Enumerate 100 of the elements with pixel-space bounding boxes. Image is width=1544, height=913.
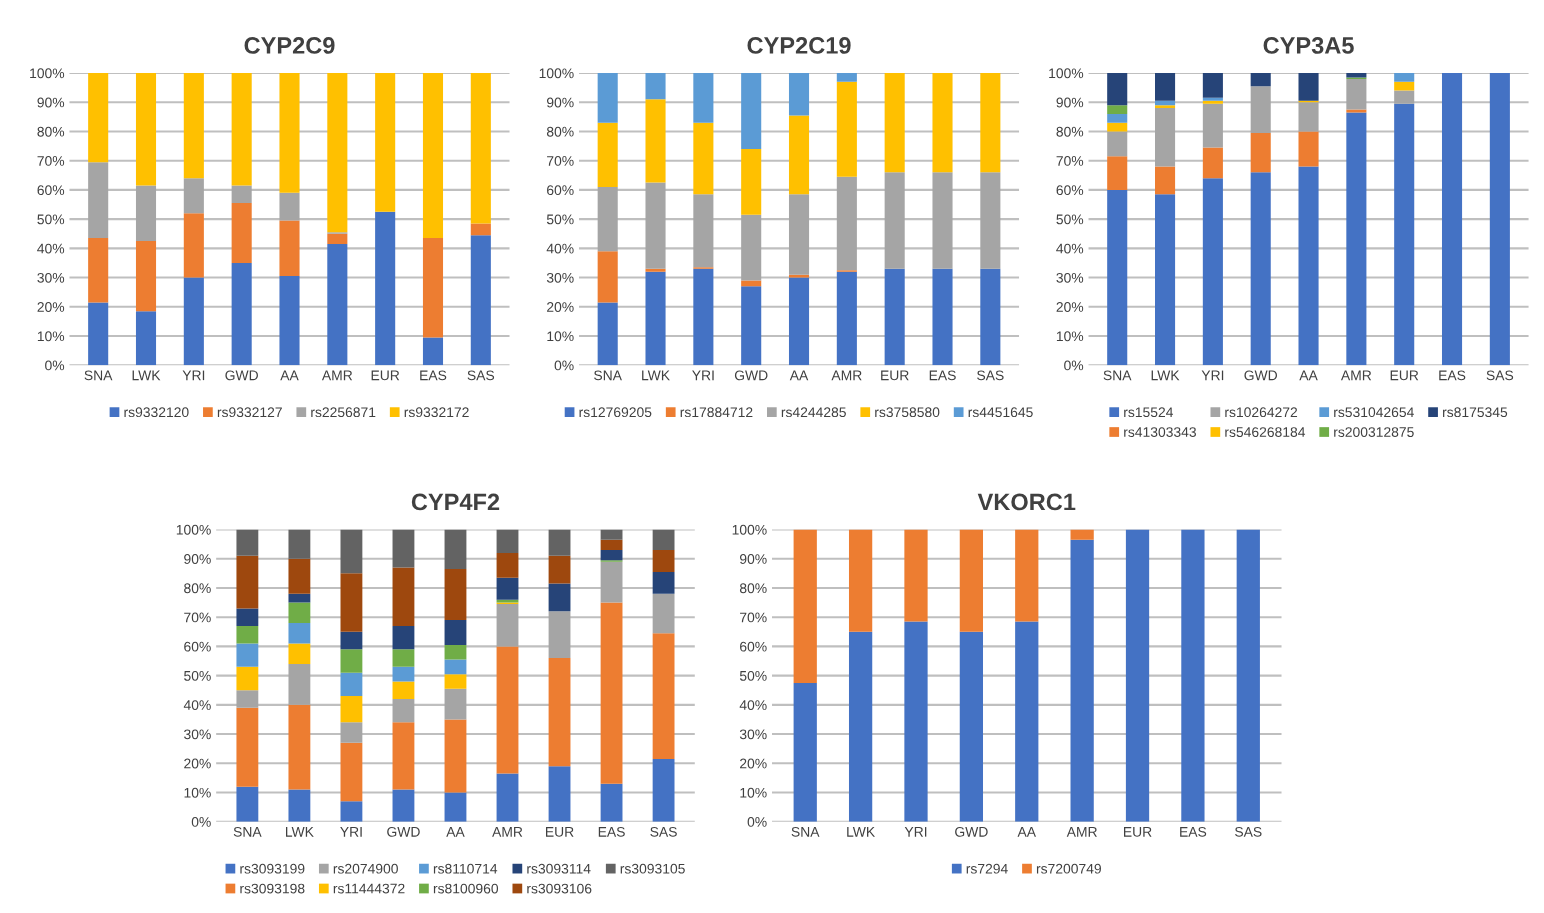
x-tick-label: SNA	[791, 826, 820, 837]
y-tick-label: 0%	[554, 360, 574, 371]
y-tick-label: 20%	[740, 758, 767, 769]
legend-label: rs2256871	[311, 407, 376, 418]
y-tick-label: 30%	[1056, 272, 1084, 283]
x-tick-label: EAS	[1180, 826, 1207, 837]
y-tick-label: 40%	[1056, 243, 1084, 254]
y-tick-label: 0%	[45, 360, 65, 371]
x-tick-label: AA	[1017, 827, 1036, 837]
y-tick-label: 50%	[184, 670, 211, 681]
legend-label: rs9332120	[124, 407, 189, 418]
y-tick-label: 50%	[739, 670, 767, 681]
x-tick-label: SNA	[594, 370, 622, 381]
y-tick-label: 50%	[37, 214, 65, 225]
y-tick-label: 10%	[1056, 331, 1084, 342]
legend-label: rs3093106	[527, 883, 592, 894]
x-tick-label: GWD	[955, 826, 988, 837]
legend-label: rs3758580	[875, 407, 940, 418]
x-tick-label: LWK	[132, 370, 161, 381]
legend-label: rs8175345	[1443, 407, 1508, 418]
legend-label: rs4451645	[968, 407, 1033, 418]
y-tick-label: 0%	[191, 817, 211, 827]
y-tick-label: 30%	[37, 272, 65, 283]
x-tick-label: EUR	[881, 370, 909, 381]
x-tick-label: GWD	[225, 370, 258, 381]
x-tick-label: SAS	[1235, 826, 1262, 837]
y-tick-label: 10%	[37, 331, 65, 342]
legend-label: rs9332127	[217, 407, 282, 418]
x-tick-label: LWK	[1151, 370, 1180, 381]
y-tick-label: 50%	[1056, 214, 1084, 225]
x-tick-label: YRI	[692, 370, 714, 381]
legend-label: rs7200749	[1036, 863, 1101, 874]
legend-label: rs11444372	[333, 883, 405, 894]
y-tick-label: 80%	[1056, 126, 1084, 137]
x-tick-label: EAS	[420, 370, 447, 381]
x-tick-label: AA	[446, 827, 465, 837]
y-tick-label: 70%	[37, 156, 65, 166]
x-tick-label: AA	[1299, 370, 1318, 381]
y-tick-label: 60%	[740, 641, 767, 652]
chart-title: CYP4F2	[411, 493, 500, 511]
y-tick-label: 100%	[732, 524, 767, 535]
x-tick-label: SAS	[977, 370, 1004, 381]
y-tick-label: 100%	[30, 68, 65, 79]
y-tick-label: 70%	[740, 612, 767, 623]
x-tick-label: EUR	[1124, 827, 1152, 837]
y-tick-label: 10%	[547, 331, 574, 342]
y-tick-label: 100%	[539, 68, 574, 79]
x-tick-label: LWK	[847, 827, 875, 837]
x-tick-label: EUR	[546, 827, 574, 837]
x-tick-label: EUR	[371, 370, 400, 381]
x-tick-label: EAS	[598, 826, 625, 837]
y-tick-label: 0%	[1064, 360, 1084, 371]
y-tick-label: 10%	[740, 787, 767, 798]
y-tick-label: 20%	[37, 302, 65, 312]
y-tick-label: 40%	[183, 700, 211, 711]
x-tick-label: SNA	[1103, 370, 1132, 381]
x-tick-label: SNA	[233, 826, 262, 837]
y-tick-label: 80%	[546, 126, 574, 137]
x-tick-label: YRI	[1201, 370, 1224, 381]
y-tick-label: 20%	[1056, 302, 1084, 312]
y-tick-label: 100%	[176, 524, 211, 535]
x-tick-label: AMR	[1066, 827, 1097, 837]
x-tick-label: EUR	[1390, 370, 1419, 381]
chart-title: VKORC1	[977, 493, 1076, 511]
legend-label: rs200312875	[1334, 427, 1414, 438]
legend-label: rs531042654	[1334, 407, 1414, 418]
x-tick-label: GWD	[734, 370, 768, 381]
chart-title: CYP2C19	[747, 37, 851, 54]
y-tick-label: 40%	[546, 243, 574, 254]
x-tick-label: SAS	[1486, 370, 1514, 381]
x-tick-label: AMR	[321, 370, 353, 381]
x-tick-label: AMR	[1340, 370, 1372, 381]
y-tick-label: 40%	[739, 700, 767, 711]
x-tick-label: YRI	[340, 827, 362, 837]
x-tick-label: SAS	[650, 826, 677, 837]
y-tick-label: 60%	[184, 641, 211, 652]
x-tick-label: GWD	[387, 826, 420, 837]
x-tick-label: YRI	[904, 827, 927, 837]
x-tick-label: LWK	[286, 827, 314, 837]
x-tick-label: SAS	[467, 370, 495, 381]
y-tick-label: 20%	[547, 302, 574, 312]
y-tick-label: 60%	[547, 185, 574, 196]
y-tick-label: 50%	[546, 214, 574, 225]
y-tick-label: 80%	[184, 583, 211, 594]
chart-title: CYP2C9	[244, 37, 335, 54]
y-tick-label: 90%	[1056, 97, 1084, 108]
legend-label: rs9332172	[404, 407, 469, 418]
x-tick-label: YRI	[182, 370, 205, 381]
x-tick-label: EAS	[1439, 370, 1466, 381]
legend-label: rs10264272	[1225, 407, 1298, 418]
y-tick-label: 30%	[739, 729, 767, 740]
x-tick-label: EAS	[929, 370, 956, 381]
y-tick-label: 10%	[184, 787, 211, 798]
y-tick-label: 70%	[547, 156, 574, 166]
legend-label: rs15524	[1124, 407, 1174, 418]
y-tick-label: 20%	[184, 758, 211, 769]
y-tick-label: 60%	[1056, 185, 1084, 196]
y-tick-label: 30%	[546, 272, 574, 283]
x-tick-label: LWK	[642, 370, 670, 381]
y-tick-label: 70%	[1056, 156, 1084, 166]
